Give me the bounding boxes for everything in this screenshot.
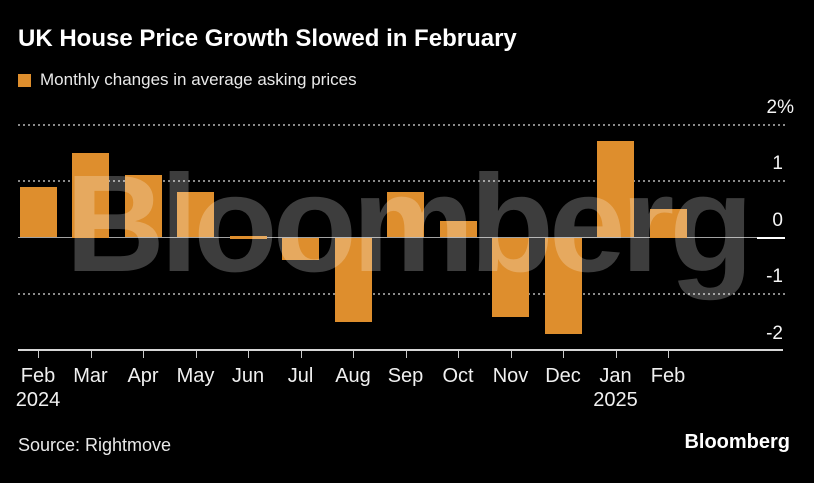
legend-label: Monthly changes in average asking prices — [40, 70, 357, 89]
x-axis-tick — [300, 351, 302, 358]
x-axis-label: Feb — [650, 365, 686, 387]
y-axis-label: 2% — [766, 96, 794, 118]
x-axis-tick — [353, 351, 354, 358]
y-axis-label: 1 — [772, 153, 783, 174]
bar-mar-2024 — [72, 152, 109, 238]
x-axis-tick — [143, 351, 144, 358]
x-axis-tick — [458, 351, 459, 358]
bar-feb-2025 — [649, 209, 687, 238]
bar-nov-2024 — [492, 237, 529, 317]
y-axis-label: -1 — [766, 266, 783, 287]
bar-jul-2024 — [282, 237, 319, 261]
zero-line-highlight — [757, 236, 785, 239]
x-axis-label: Jun — [231, 365, 265, 387]
x-axis-tick — [195, 351, 197, 358]
x-axis-label: Oct — [442, 365, 474, 387]
bar-feb-2024 — [19, 186, 57, 238]
x-axis-tick — [38, 351, 39, 358]
x-axis-label: Jan — [599, 365, 632, 387]
x-axis-tick — [405, 351, 407, 358]
bar-jun-2024 — [229, 236, 267, 239]
gridline — [18, 180, 785, 182]
bar-apr-2024 — [124, 175, 162, 238]
chart-title: UK House Price Growth Slowed in February — [18, 25, 517, 52]
legend: Monthly changes in average asking prices — [18, 70, 357, 90]
bloomberg-logo: Bloomberg — [684, 431, 790, 453]
x-axis-tick — [615, 351, 617, 358]
year-label: 2024 — [15, 389, 61, 411]
bar-oct-2024 — [439, 220, 477, 238]
x-axis-label: Jul — [287, 365, 314, 387]
x-axis-label: Mar — [73, 365, 108, 387]
gridline — [18, 123, 785, 126]
source-note: Source: Rightmove — [18, 435, 172, 455]
x-axis-line — [18, 349, 783, 351]
x-axis-tick — [668, 351, 669, 358]
y-axis-label: 0 — [772, 209, 783, 231]
x-axis-label: Sep — [387, 365, 424, 387]
gridline — [18, 293, 785, 295]
x-axis-tick — [90, 351, 92, 358]
year-label: 2025 — [593, 389, 638, 411]
x-axis-label: Dec — [545, 365, 581, 387]
legend-swatch-icon — [18, 73, 31, 87]
bar-jan-2025 — [597, 141, 634, 238]
bar-aug-2024 — [334, 237, 372, 323]
x-axis-label: Apr — [127, 365, 159, 387]
x-axis-tick — [248, 351, 249, 358]
x-axis-label: Feb — [20, 365, 56, 387]
bar-may-2024 — [177, 192, 214, 238]
bar-sep-2024 — [387, 192, 424, 238]
zero-gridline — [18, 237, 785, 238]
x-axis-label: May — [176, 365, 215, 387]
bar-dec-2024 — [544, 237, 582, 334]
y-axis-label: -2 — [766, 322, 783, 344]
x-axis-tick — [563, 351, 564, 358]
x-axis-label: Nov — [492, 365, 529, 387]
x-axis-label: Aug — [335, 365, 371, 387]
x-axis-tick — [510, 351, 512, 358]
